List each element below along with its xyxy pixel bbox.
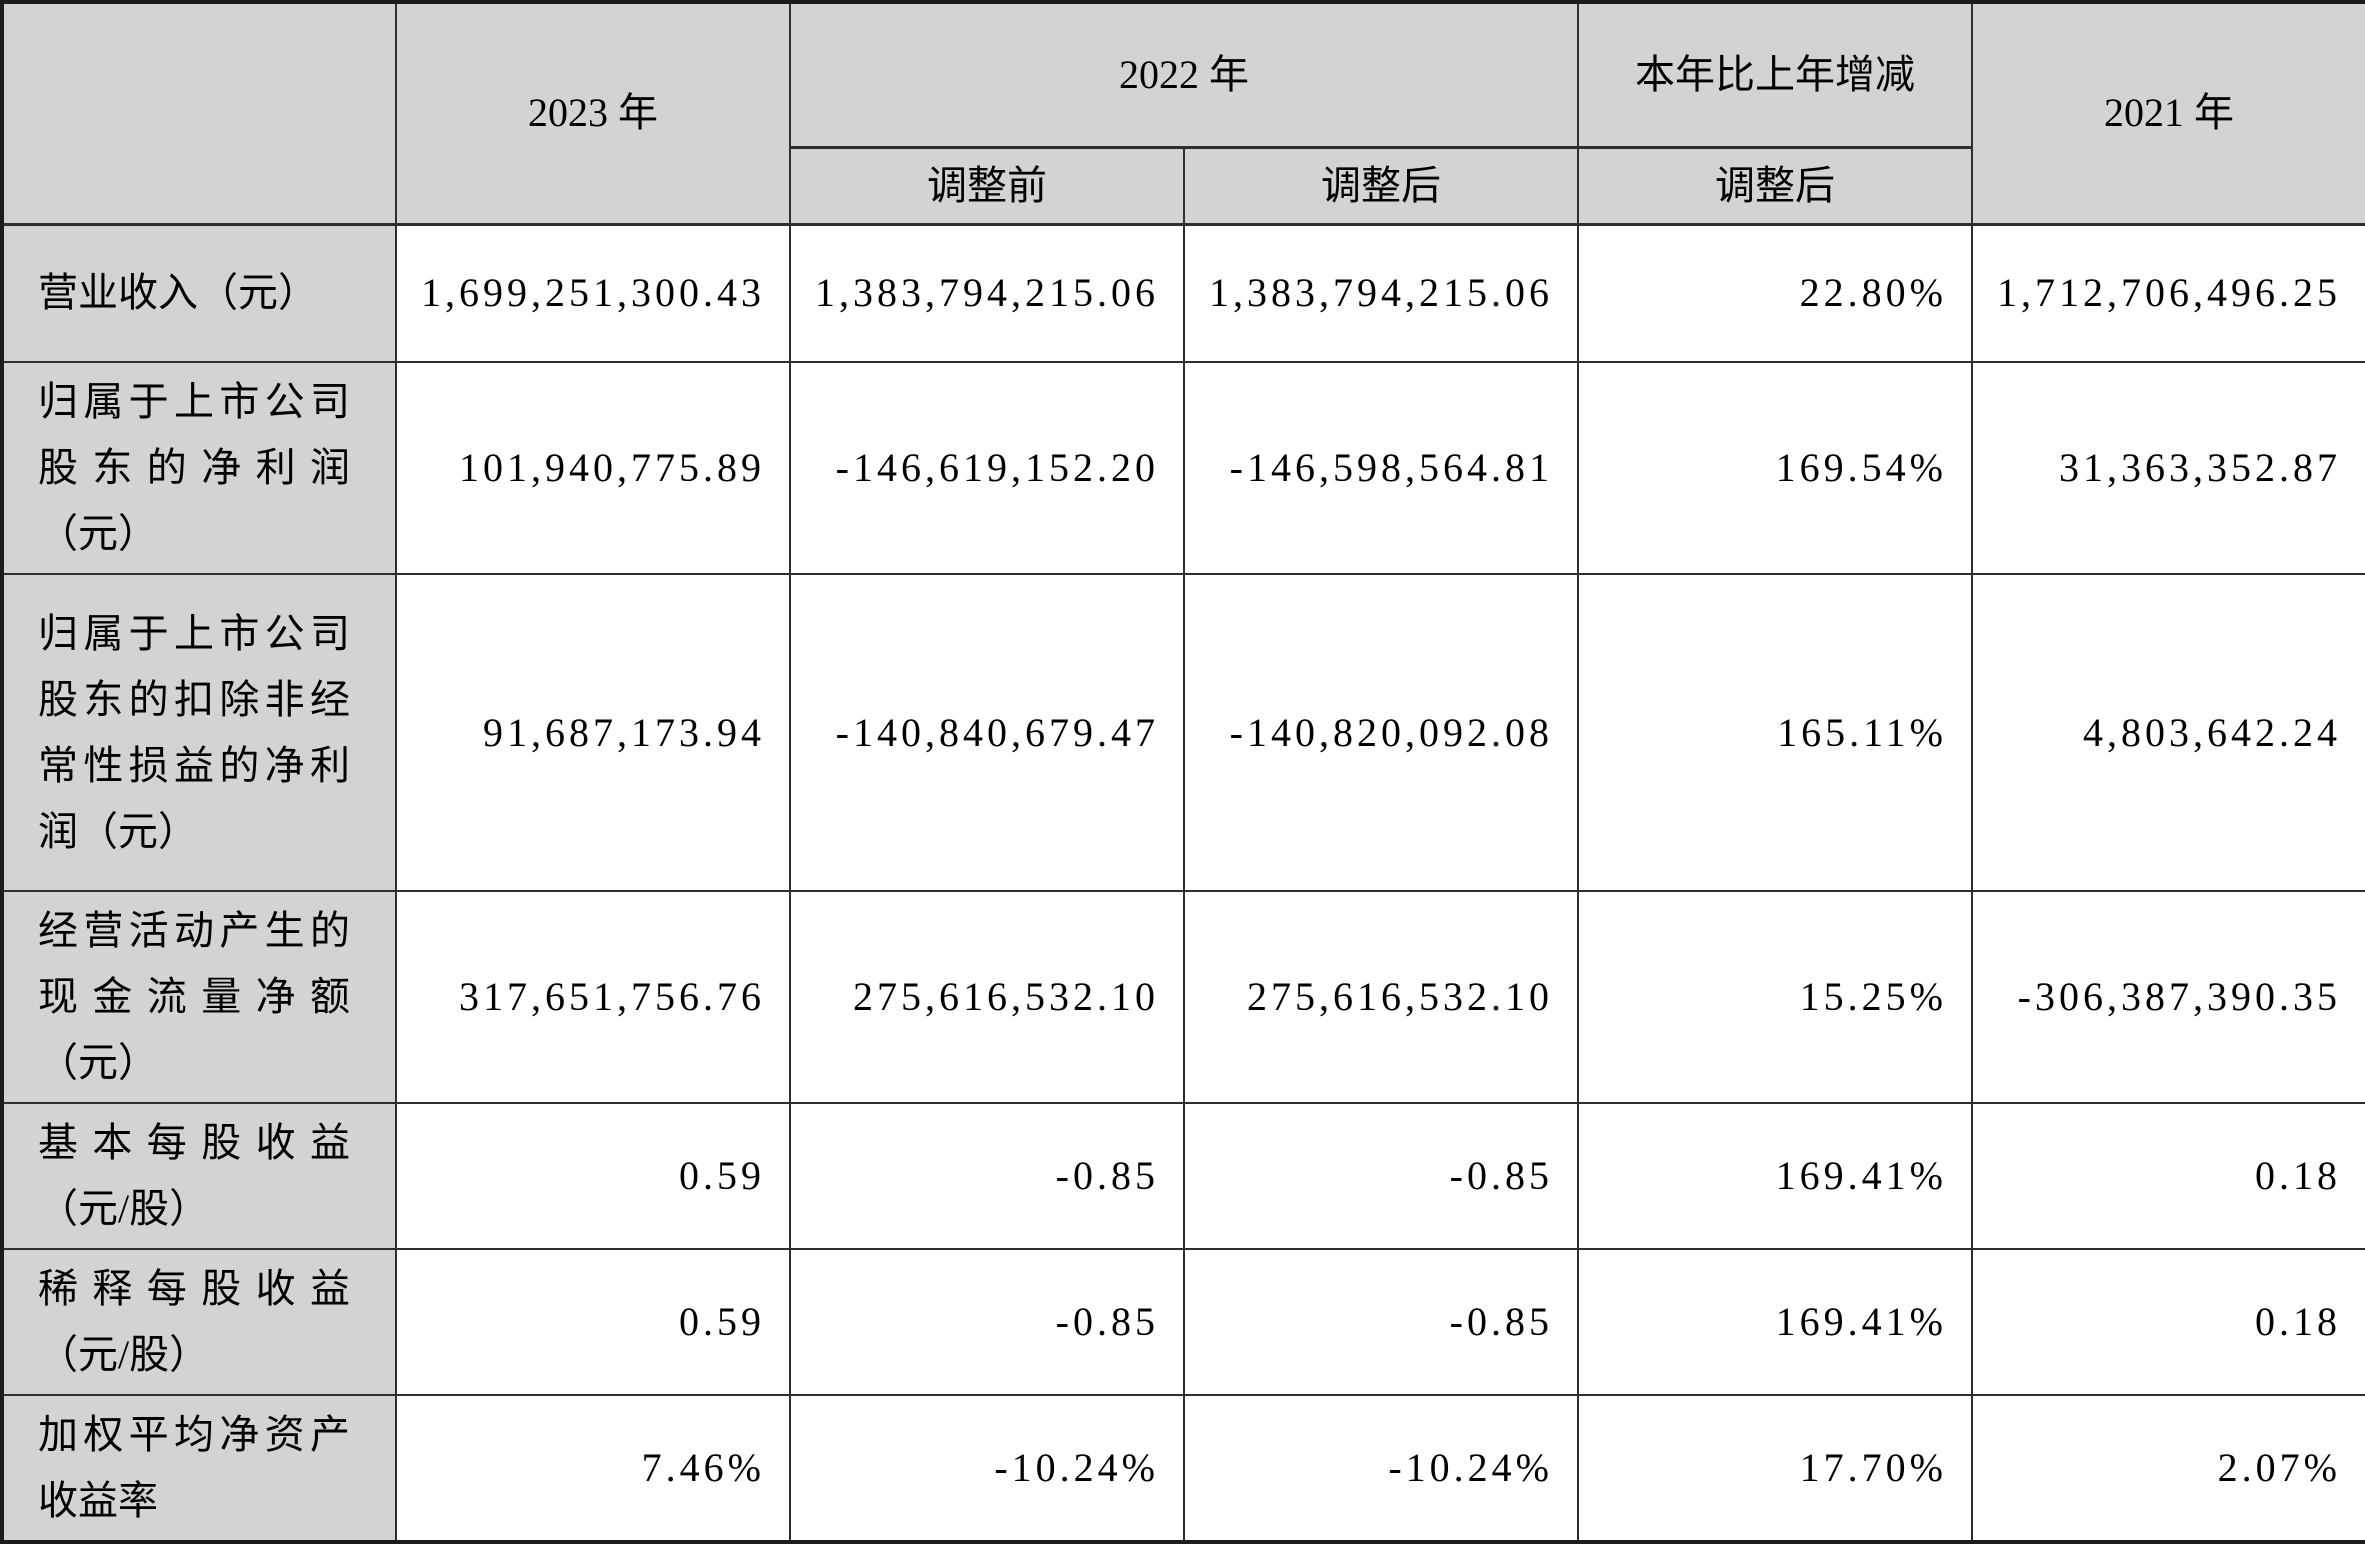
header-row-adjustments: 调整前 调整后 调整后 [2,146,2365,226]
header-2023: 2023 年 [395,1,791,226]
value-change: 22.80% [1577,223,1973,363]
value-2022-before: -0.85 [789,1248,1185,1396]
value-2021: 31,363,352.87 [1971,361,2365,575]
value-2023: 0.59 [395,1248,791,1396]
row-label: 基本每股收益（元/股） [1,1102,397,1250]
value-2022-after: -146,598,564.81 [1183,361,1579,575]
value-change: 15.25% [1577,890,1973,1104]
row-label: 归属于上市公司股东的净利润（元） [1,361,397,575]
header-change: 本年比上年增减 [1577,1,1973,149]
subheader-change-after-adjustment: 调整后 [1577,146,1973,226]
value-2022-after: 1,383,794,215.06 [1183,223,1579,363]
header-blank-cell [1,1,397,226]
table-row-diluted-eps: 稀释每股收益（元/股） 0.59 -0.85 -0.85 169.41% 0.1… [1,1248,2365,1396]
value-2021: 1,712,706,496.25 [1971,223,2365,363]
table-row-net-profit-excl-nonrecurring: 归属于上市公司股东的扣除非经常性损益的净利润（元） 91,687,173.94 … [1,573,2365,892]
value-2022-before: -140,840,679.47 [789,573,1185,892]
table-row-basic-eps: 基本每股收益（元/股） 0.59 -0.85 -0.85 169.41% 0.1… [1,1102,2365,1250]
row-label: 经营活动产生的现金流量净额（元） [1,890,397,1104]
value-2022-after: -0.85 [1183,1248,1579,1396]
table-row-operating-cash-flow: 经营活动产生的现金流量净额（元） 317,651,756.76 275,616,… [1,890,2365,1104]
table-row-weighted-avg-roe: 加权平均净资产收益率 7.46% -10.24% -10.24% 17.70% … [1,1394,2365,1543]
value-2023: 101,940,775.89 [395,361,791,575]
value-2022-before: -10.24% [789,1394,1185,1543]
value-change: 17.70% [1577,1394,1973,1543]
value-2023: 7.46% [395,1394,791,1543]
value-2021: 0.18 [1971,1248,2365,1396]
row-label: 营业收入（元） [1,223,397,363]
value-2021: -306,387,390.35 [1971,890,2365,1104]
value-2022-after: 275,616,532.10 [1183,890,1579,1104]
value-2022-after: -0.85 [1183,1102,1579,1250]
table-row-net-profit: 归属于上市公司股东的净利润（元） 101,940,775.89 -146,619… [1,361,2365,575]
value-2022-after: -10.24% [1183,1394,1579,1543]
table-row-operating-revenue: 营业收入（元） 1,699,251,300.43 1,383,794,215.0… [1,223,2365,363]
header-2021: 2021 年 [1971,1,2365,226]
value-change: 165.11% [1577,573,1973,892]
header-row-years: 2023 年 2022 年 本年比上年增减 2021 年 [1,1,2365,226]
value-2022-before: -146,619,152.20 [789,361,1185,575]
value-2023: 0.59 [395,1102,791,1250]
row-label: 稀释每股收益（元/股） [1,1248,397,1396]
row-label: 加权平均净资产收益率 [1,1394,397,1543]
value-2021: 4,803,642.24 [1971,573,2365,892]
value-2022-before: 1,383,794,215.06 [789,223,1185,363]
value-2021: 0.18 [1971,1102,2365,1250]
row-label: 归属于上市公司股东的扣除非经常性损益的净利润（元） [1,573,397,892]
value-2023: 91,687,173.94 [395,573,791,892]
value-2022-after: -140,820,092.08 [1183,573,1579,892]
header-2022: 2022 年 [789,1,1579,149]
value-2023: 1,699,251,300.43 [395,223,791,363]
value-2022-before: 275,616,532.10 [789,890,1185,1104]
value-change: 169.54% [1577,361,1973,575]
subheader-2022-after-adjustment: 调整后 [1183,146,1579,226]
subheader-2022-before-adjustment: 调整前 [789,146,1185,226]
value-change: 169.41% [1577,1248,1973,1396]
value-2023: 317,651,756.76 [395,890,791,1104]
value-change: 169.41% [1577,1102,1973,1250]
value-2022-before: -0.85 [789,1102,1185,1250]
value-2021: 2.07% [1971,1394,2365,1543]
